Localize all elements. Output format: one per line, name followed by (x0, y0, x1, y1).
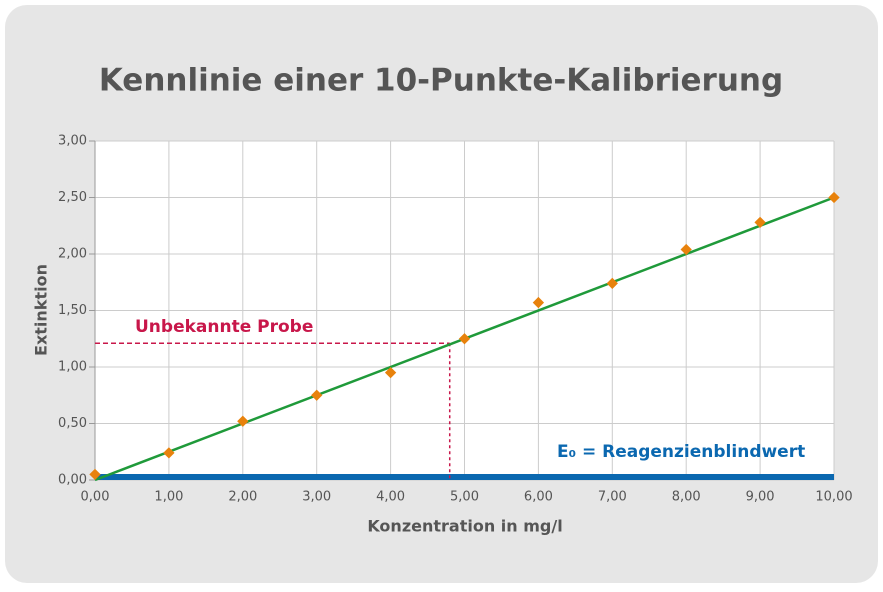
data-point (606, 277, 618, 290)
x-tick-label: 6,00 (524, 490, 553, 505)
data-point (237, 415, 249, 427)
x-tick-label: 9,00 (746, 490, 775, 505)
sample-label: Unbekannte Probe (135, 317, 313, 337)
y-tick-label: 3,00 (58, 134, 87, 149)
y-tick-label: 1,00 (58, 360, 87, 375)
y-tick-label: 2,00 (58, 247, 87, 262)
x-tick-label: 2,00 (228, 490, 257, 505)
data-point (828, 191, 840, 204)
x-tick-label: 4,00 (376, 490, 405, 505)
x-tick-label: 8,00 (672, 490, 701, 505)
x-tick-label: 1,00 (154, 490, 183, 505)
data-point (532, 296, 545, 309)
x-tick-label: 0,00 (81, 490, 110, 505)
y-tick-label: 0,00 (58, 473, 87, 488)
data-point (754, 216, 766, 229)
y-tick-label: 0,50 (58, 416, 87, 431)
y-tick-label: 1,50 (58, 303, 87, 318)
y-tick-label: 2,50 (58, 190, 87, 205)
x-tick-label: 3,00 (302, 490, 331, 505)
y-axis-label: Extinktion (32, 264, 51, 356)
x-tick-label: 7,00 (598, 490, 627, 505)
chart-title: Kennlinie einer 10-Punkte-Kalibrierung (99, 63, 783, 99)
data-point (384, 366, 397, 379)
data-point (680, 243, 692, 256)
x-axis-label: Konzentration in mg/l (367, 517, 562, 536)
blank-label: E₀ = Reagenzienblindwert (557, 442, 805, 462)
data-point (458, 333, 471, 345)
x-tick-label: 5,00 (450, 490, 479, 505)
x-tick-label: 10,00 (815, 490, 852, 505)
data-point (163, 447, 175, 459)
data-point (311, 389, 323, 401)
